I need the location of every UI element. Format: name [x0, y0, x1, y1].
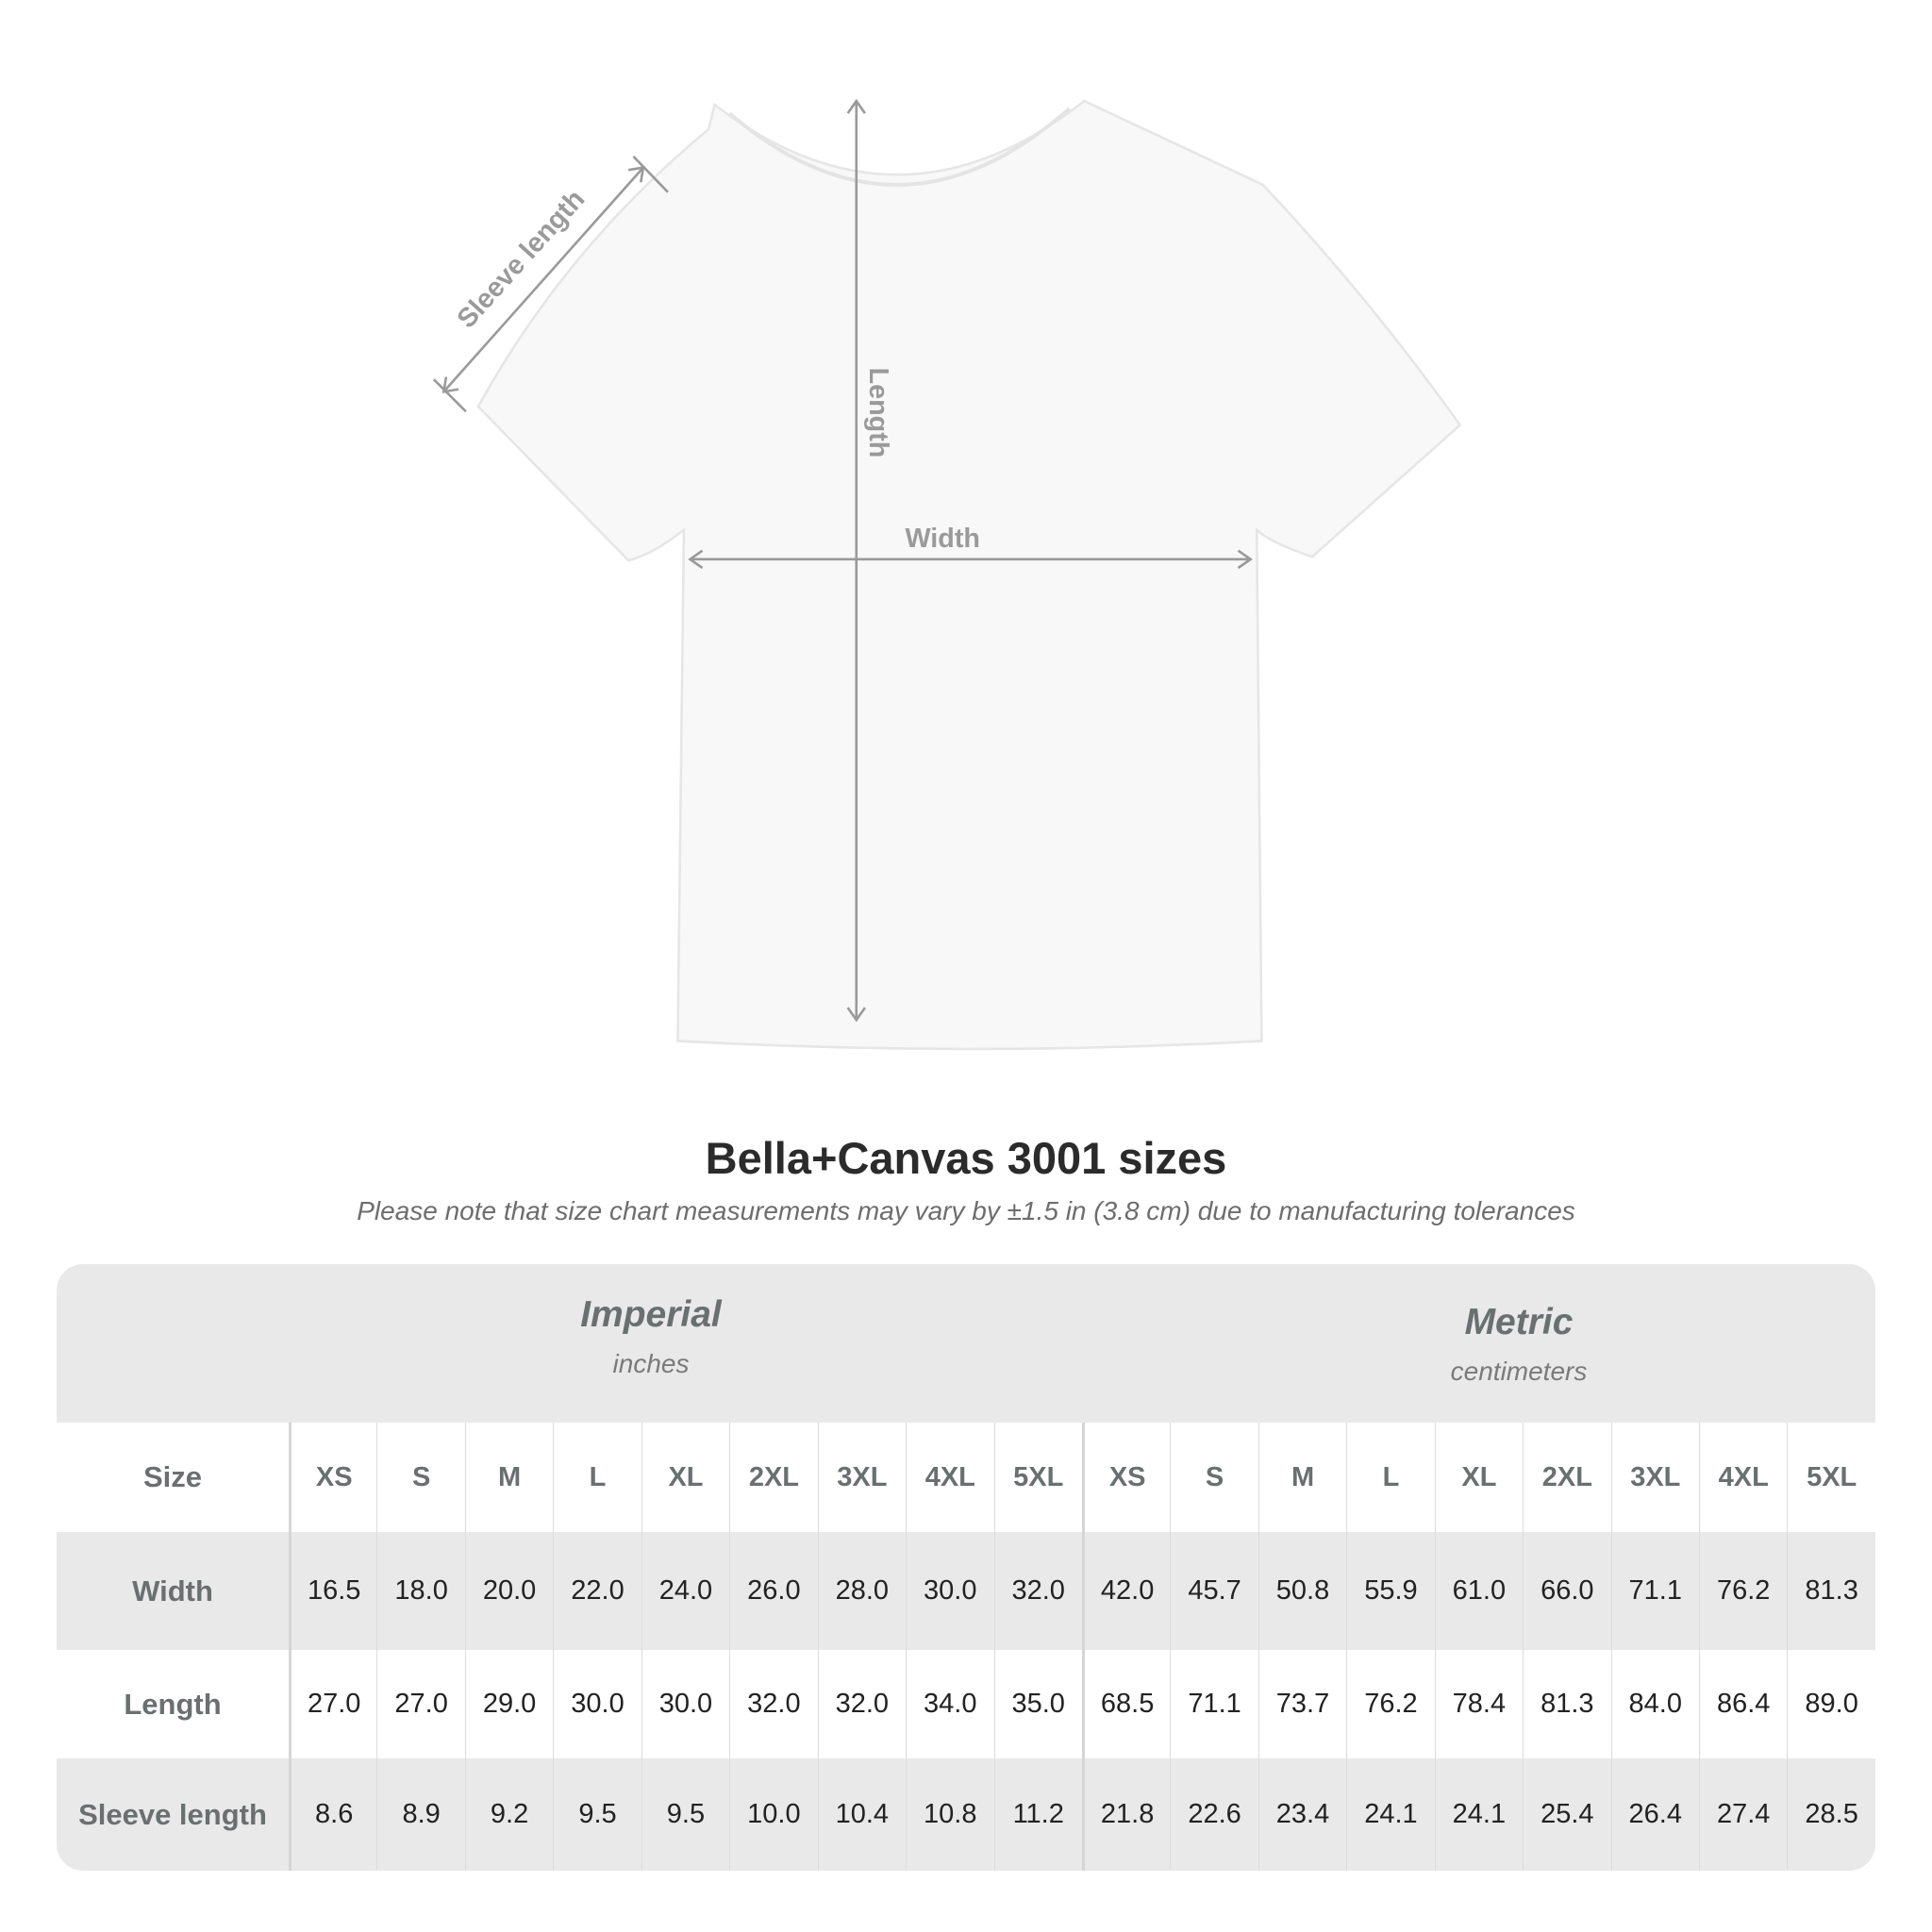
metric-size-3xl: 3XL — [1610, 1423, 1699, 1532]
metric-value-cell: 66.0 — [1523, 1532, 1610, 1650]
imperial-size-xs: XS — [289, 1423, 376, 1532]
unit-header-band: Imperial inches Metric centimeters — [57, 1264, 1875, 1423]
imperial-value-cell: 32.0 — [993, 1532, 1082, 1650]
metric-value-cell: 81.3 — [1787, 1532, 1874, 1650]
imperial-value-cell: 8.6 — [289, 1758, 376, 1871]
imperial-value-cell: 20.0 — [464, 1532, 553, 1650]
imperial-value-cell: 8.9 — [376, 1758, 464, 1871]
table-row: Width 16.5 18.0 20.0 22.0 24.0 26.0 28.0 30.0 32.… — [57, 1532, 1875, 1650]
measure-lines — [432, 98, 1253, 1023]
metric-value-cell: 23.4 — [1257, 1758, 1346, 1871]
imperial-value-cell: 26.0 — [729, 1532, 817, 1650]
imperial-unit: inches — [612, 1349, 690, 1378]
metric-size-m: M — [1257, 1423, 1346, 1532]
metric-size-s: S — [1170, 1423, 1257, 1532]
imperial-value-cell: 30.0 — [553, 1650, 641, 1758]
imperial-value-cell: 11.2 — [993, 1758, 1082, 1871]
imperial-value-cell: 34.0 — [906, 1650, 993, 1758]
metric-value-cell: 89.0 — [1787, 1650, 1874, 1758]
row-label: Sleeve length — [78, 1797, 267, 1831]
metric-value-cell: 73.7 — [1257, 1650, 1346, 1758]
metric-value-cell: 26.4 — [1610, 1758, 1699, 1871]
imperial-value-cell: 9.2 — [464, 1758, 553, 1871]
row-label: Length — [124, 1687, 222, 1721]
imperial-value-cell: 24.0 — [641, 1532, 729, 1650]
metric-value-cell: 61.0 — [1434, 1532, 1523, 1650]
metric-size-2xl: 2XL — [1523, 1423, 1610, 1532]
metric-value-cell: 76.2 — [1346, 1650, 1434, 1758]
imperial-value-cell: 18.0 — [376, 1532, 464, 1650]
imperial-header: Imperial inches — [368, 1294, 934, 1379]
imperial-value-cell: 35.0 — [993, 1650, 1082, 1758]
imperial-value-cell: 16.5 — [289, 1532, 376, 1650]
metric-size-5xl: 5XL — [1787, 1423, 1874, 1532]
metric-value-cell: 25.4 — [1523, 1758, 1610, 1871]
imperial-value-cell: 10.8 — [906, 1758, 993, 1871]
imperial-value-cell: 9.5 — [553, 1758, 641, 1871]
metric-value-cell: 68.5 — [1081, 1650, 1170, 1758]
metric-value-cell: 22.6 — [1170, 1758, 1257, 1871]
metric-value-cell: 71.1 — [1610, 1532, 1699, 1650]
tshirt-diagram: Sleeve length Length Width — [432, 98, 1462, 1051]
imperial-value-cell: 10.0 — [729, 1758, 817, 1871]
imperial-size-l: L — [553, 1423, 641, 1532]
metric-size-4xl: 4XL — [1699, 1423, 1787, 1532]
metric-title: Metric — [1464, 1302, 1574, 1342]
imperial-value-cell: 27.0 — [289, 1650, 376, 1758]
metric-value-cell: 42.0 — [1081, 1532, 1170, 1650]
metric-value-cell: 24.1 — [1346, 1758, 1434, 1871]
imperial-value-cell: 28.0 — [817, 1532, 906, 1650]
size-table: Imperial inches Metric centimeters Size X… — [57, 1264, 1875, 1871]
tshirt-shape — [476, 99, 1462, 1051]
metric-value-cell: 28.5 — [1787, 1758, 1874, 1871]
tolerance-note: Please note that size chart measurements… — [357, 1196, 1575, 1225]
imperial-value-cell: 10.4 — [817, 1758, 906, 1871]
metric-value-cell: 71.1 — [1170, 1650, 1257, 1758]
size-column-header: Size — [142, 1460, 203, 1493]
imperial-size-m: M — [464, 1423, 553, 1532]
imperial-value-cell: 9.5 — [641, 1758, 729, 1871]
width-label: Width — [905, 524, 979, 554]
metric-size-xl: XL — [1434, 1423, 1523, 1532]
metric-size-xs: XS — [1081, 1423, 1170, 1532]
metric-value-cell: 81.3 — [1523, 1650, 1610, 1758]
imperial-value-cell: 30.0 — [641, 1650, 729, 1758]
table-row: Sleeve length 8.6 8.9 9.2 9.5 9.5 10.0 10.4 10.8… — [57, 1758, 1875, 1871]
imperial-size-3xl: 3XL — [817, 1423, 906, 1532]
metric-value-cell: 24.1 — [1434, 1758, 1523, 1871]
row-label: Width — [132, 1574, 213, 1607]
imperial-title: Imperial — [580, 1294, 722, 1335]
imperial-value-cell: 22.0 — [553, 1532, 641, 1650]
imperial-size-s: S — [376, 1423, 464, 1532]
metric-value-cell: 76.2 — [1699, 1532, 1787, 1650]
imperial-size-2xl: 2XL — [729, 1423, 817, 1532]
imperial-size-4xl: 4XL — [906, 1423, 993, 1532]
metric-value-cell: 50.8 — [1257, 1532, 1346, 1650]
metric-value-cell: 78.4 — [1434, 1650, 1523, 1758]
metric-header: Metric centimeters — [1236, 1302, 1802, 1387]
length-label: Length — [863, 368, 893, 458]
metric-unit: centimeters — [1450, 1357, 1588, 1386]
imperial-value-cell: 32.0 — [729, 1650, 817, 1758]
imperial-value-cell: 27.0 — [376, 1650, 464, 1758]
metric-value-cell: 21.8 — [1081, 1758, 1170, 1871]
imperial-value-cell: 32.0 — [817, 1650, 906, 1758]
metric-value-cell: 84.0 — [1610, 1650, 1699, 1758]
metric-value-cell: 27.4 — [1699, 1758, 1787, 1871]
imperial-size-5xl: 5XL — [993, 1423, 1082, 1532]
metric-value-cell: 55.9 — [1346, 1532, 1434, 1650]
metric-value-cell: 45.7 — [1170, 1532, 1257, 1650]
page-title: Bella+Canvas 3001 sizes — [705, 1133, 1227, 1183]
metric-size-l: L — [1346, 1423, 1434, 1532]
imperial-value-cell: 29.0 — [464, 1650, 553, 1758]
size-header-row: Size XS S M L XL 2XL 3XL 4XL 5XL XS S M L XL 2XL 3XL 4XL 5… — [57, 1423, 1875, 1532]
table-row: Length 27.0 27.0 29.0 30.0 30.0 32.0 32.0 34.0 35… — [57, 1650, 1875, 1758]
imperial-value-cell: 30.0 — [906, 1532, 993, 1650]
metric-value-cell: 86.4 — [1699, 1650, 1787, 1758]
imperial-size-xl: XL — [641, 1423, 729, 1532]
